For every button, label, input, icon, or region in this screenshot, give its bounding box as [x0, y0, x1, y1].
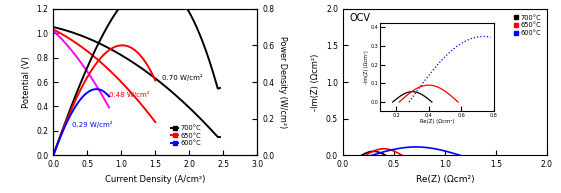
Text: 0.29 W/cm²: 0.29 W/cm²	[72, 121, 113, 128]
Text: OCV: OCV	[349, 13, 370, 23]
Text: 0.48 W/cm²: 0.48 W/cm²	[109, 91, 150, 98]
Legend: 700°C, 650°C, 600°C: 700°C, 650°C, 600°C	[512, 12, 544, 39]
Y-axis label: Power Density (W/cm²): Power Density (W/cm²)	[278, 36, 287, 128]
Y-axis label: -Im(Z) (Ωcm²): -Im(Z) (Ωcm²)	[311, 53, 320, 111]
X-axis label: Current Density (A/cm²): Current Density (A/cm²)	[105, 175, 205, 184]
Y-axis label: Potential (V): Potential (V)	[22, 56, 31, 108]
Legend: 700°C, 650°C, 600°C: 700°C, 650°C, 600°C	[169, 122, 204, 149]
X-axis label: Re(Z) (Ωcm²): Re(Z) (Ωcm²)	[416, 175, 474, 184]
Text: 0.70 W/cm²: 0.70 W/cm²	[162, 74, 203, 81]
